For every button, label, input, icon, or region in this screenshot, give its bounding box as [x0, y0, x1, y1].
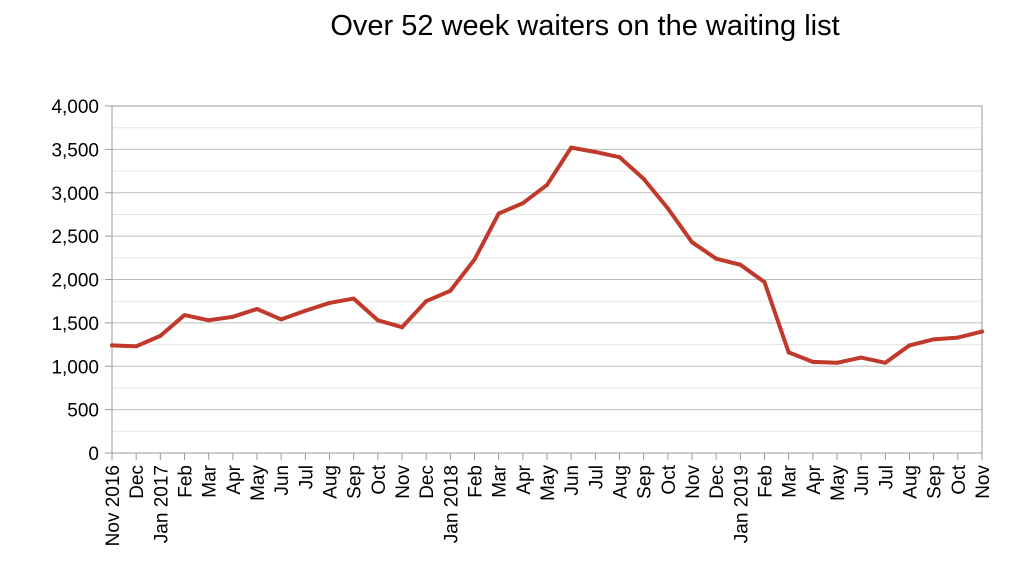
y-axis-ticks: 0 500 1,000 1,500 2,000 2,500 3,000 3,500 4,000 — [51, 97, 112, 465]
data-point — [641, 176, 646, 181]
plot-area-border — [111, 105, 983, 454]
y-tick-label: 4,000 — [51, 97, 99, 118]
data-point — [883, 360, 888, 365]
data-point — [786, 350, 791, 355]
x-tick-label: Jun — [852, 465, 873, 496]
x-tick-label: Jan 2018 — [441, 465, 462, 543]
data-point — [810, 359, 815, 364]
grid-lines — [112, 127, 982, 432]
y-tick-label: 500 — [67, 401, 99, 422]
x-tick-label: Jul — [586, 465, 607, 489]
x-tick-label: May — [538, 465, 559, 501]
data-point — [690, 240, 694, 245]
data-point — [665, 206, 670, 211]
data-point — [955, 335, 960, 340]
x-tick-label: Aug — [611, 465, 632, 499]
data-point — [351, 296, 356, 301]
y-tick-label: 1,500 — [51, 314, 99, 335]
y-tick-label: 3,000 — [51, 184, 99, 205]
x-tick-label: Nov — [973, 465, 994, 499]
x-tick-label: Sep — [345, 465, 366, 499]
x-tick-label: Apr — [804, 464, 825, 494]
data-point — [762, 280, 767, 285]
x-tick-label: Mar — [200, 464, 221, 497]
x-tick-label: Aug — [321, 465, 342, 499]
data-point — [327, 300, 332, 305]
data-point — [375, 318, 380, 323]
y-tick-label: 0 — [88, 444, 99, 465]
x-tick-label: Feb — [756, 465, 777, 498]
y-tick-label: 3,500 — [51, 140, 99, 161]
x-tick-label: Dec — [707, 465, 728, 499]
x-tick-label: Dec — [417, 465, 438, 499]
x-tick-label: Sep — [925, 465, 946, 499]
x-tick-label: Nov — [393, 465, 414, 499]
x-tick-label: Feb — [466, 465, 487, 498]
x-tick-label: Feb — [176, 465, 197, 498]
data-point — [617, 155, 622, 160]
data-point — [835, 360, 839, 365]
x-tick-label: Mar — [490, 464, 511, 497]
data-point — [303, 308, 308, 313]
data-point — [545, 182, 549, 187]
x-tick-label: Apr — [224, 464, 245, 494]
data-point — [110, 343, 114, 348]
x-tick-label: Jul — [876, 465, 897, 489]
data-point — [424, 299, 429, 304]
x-tick-label: Nov — [683, 465, 704, 499]
x-tick-label: Jun — [272, 465, 293, 496]
data-point — [859, 355, 864, 360]
data-point — [255, 306, 259, 311]
data-point — [593, 149, 598, 154]
x-axis-ticks: Nov 2016 Dec Jan 2017 Feb Mar Apr May Jun Jul Aug… — [103, 453, 994, 546]
data-point — [158, 333, 163, 338]
x-tick-label: Oct — [949, 464, 970, 494]
data-point — [400, 325, 404, 330]
data-point — [569, 145, 574, 150]
data-point — [206, 318, 211, 323]
data-point — [279, 317, 284, 322]
data-point — [448, 288, 453, 293]
x-tick-label: Nov 2016 — [103, 465, 124, 546]
data-point — [134, 344, 139, 349]
x-tick-label: Jun — [562, 465, 583, 496]
data-point — [738, 262, 743, 267]
data-point — [472, 257, 477, 262]
x-tick-label: May — [828, 465, 849, 501]
x-tick-label: Mar — [780, 464, 801, 497]
series-layer — [110, 145, 984, 365]
data-point — [520, 201, 525, 206]
x-tick-label: May — [248, 465, 269, 501]
x-tick-label: Aug — [901, 465, 922, 499]
y-tick-label: 1,000 — [51, 357, 99, 378]
x-tick-label: Oct — [659, 464, 680, 494]
data-point — [182, 313, 187, 318]
data-point — [230, 314, 235, 319]
x-tick-label: Dec — [127, 465, 148, 499]
data-point — [714, 256, 719, 261]
series-line — [110, 145, 984, 365]
data-point — [496, 211, 501, 216]
data-point — [931, 337, 936, 342]
x-tick-label: Oct — [369, 464, 390, 494]
chart-title: Over 52 week waiters on the waiting list — [330, 10, 840, 42]
y-tick-label: 2,000 — [51, 271, 99, 292]
x-tick-label: Apr — [514, 464, 535, 494]
x-tick-label: Sep — [635, 465, 656, 499]
y-tick-label: 2,500 — [51, 227, 99, 248]
x-tick-label: Jan 2017 — [151, 465, 172, 543]
data-point — [907, 343, 912, 348]
x-tick-label: Jul — [296, 465, 317, 489]
data-point — [980, 329, 984, 334]
x-tick-label: Jan 2019 — [731, 465, 752, 543]
